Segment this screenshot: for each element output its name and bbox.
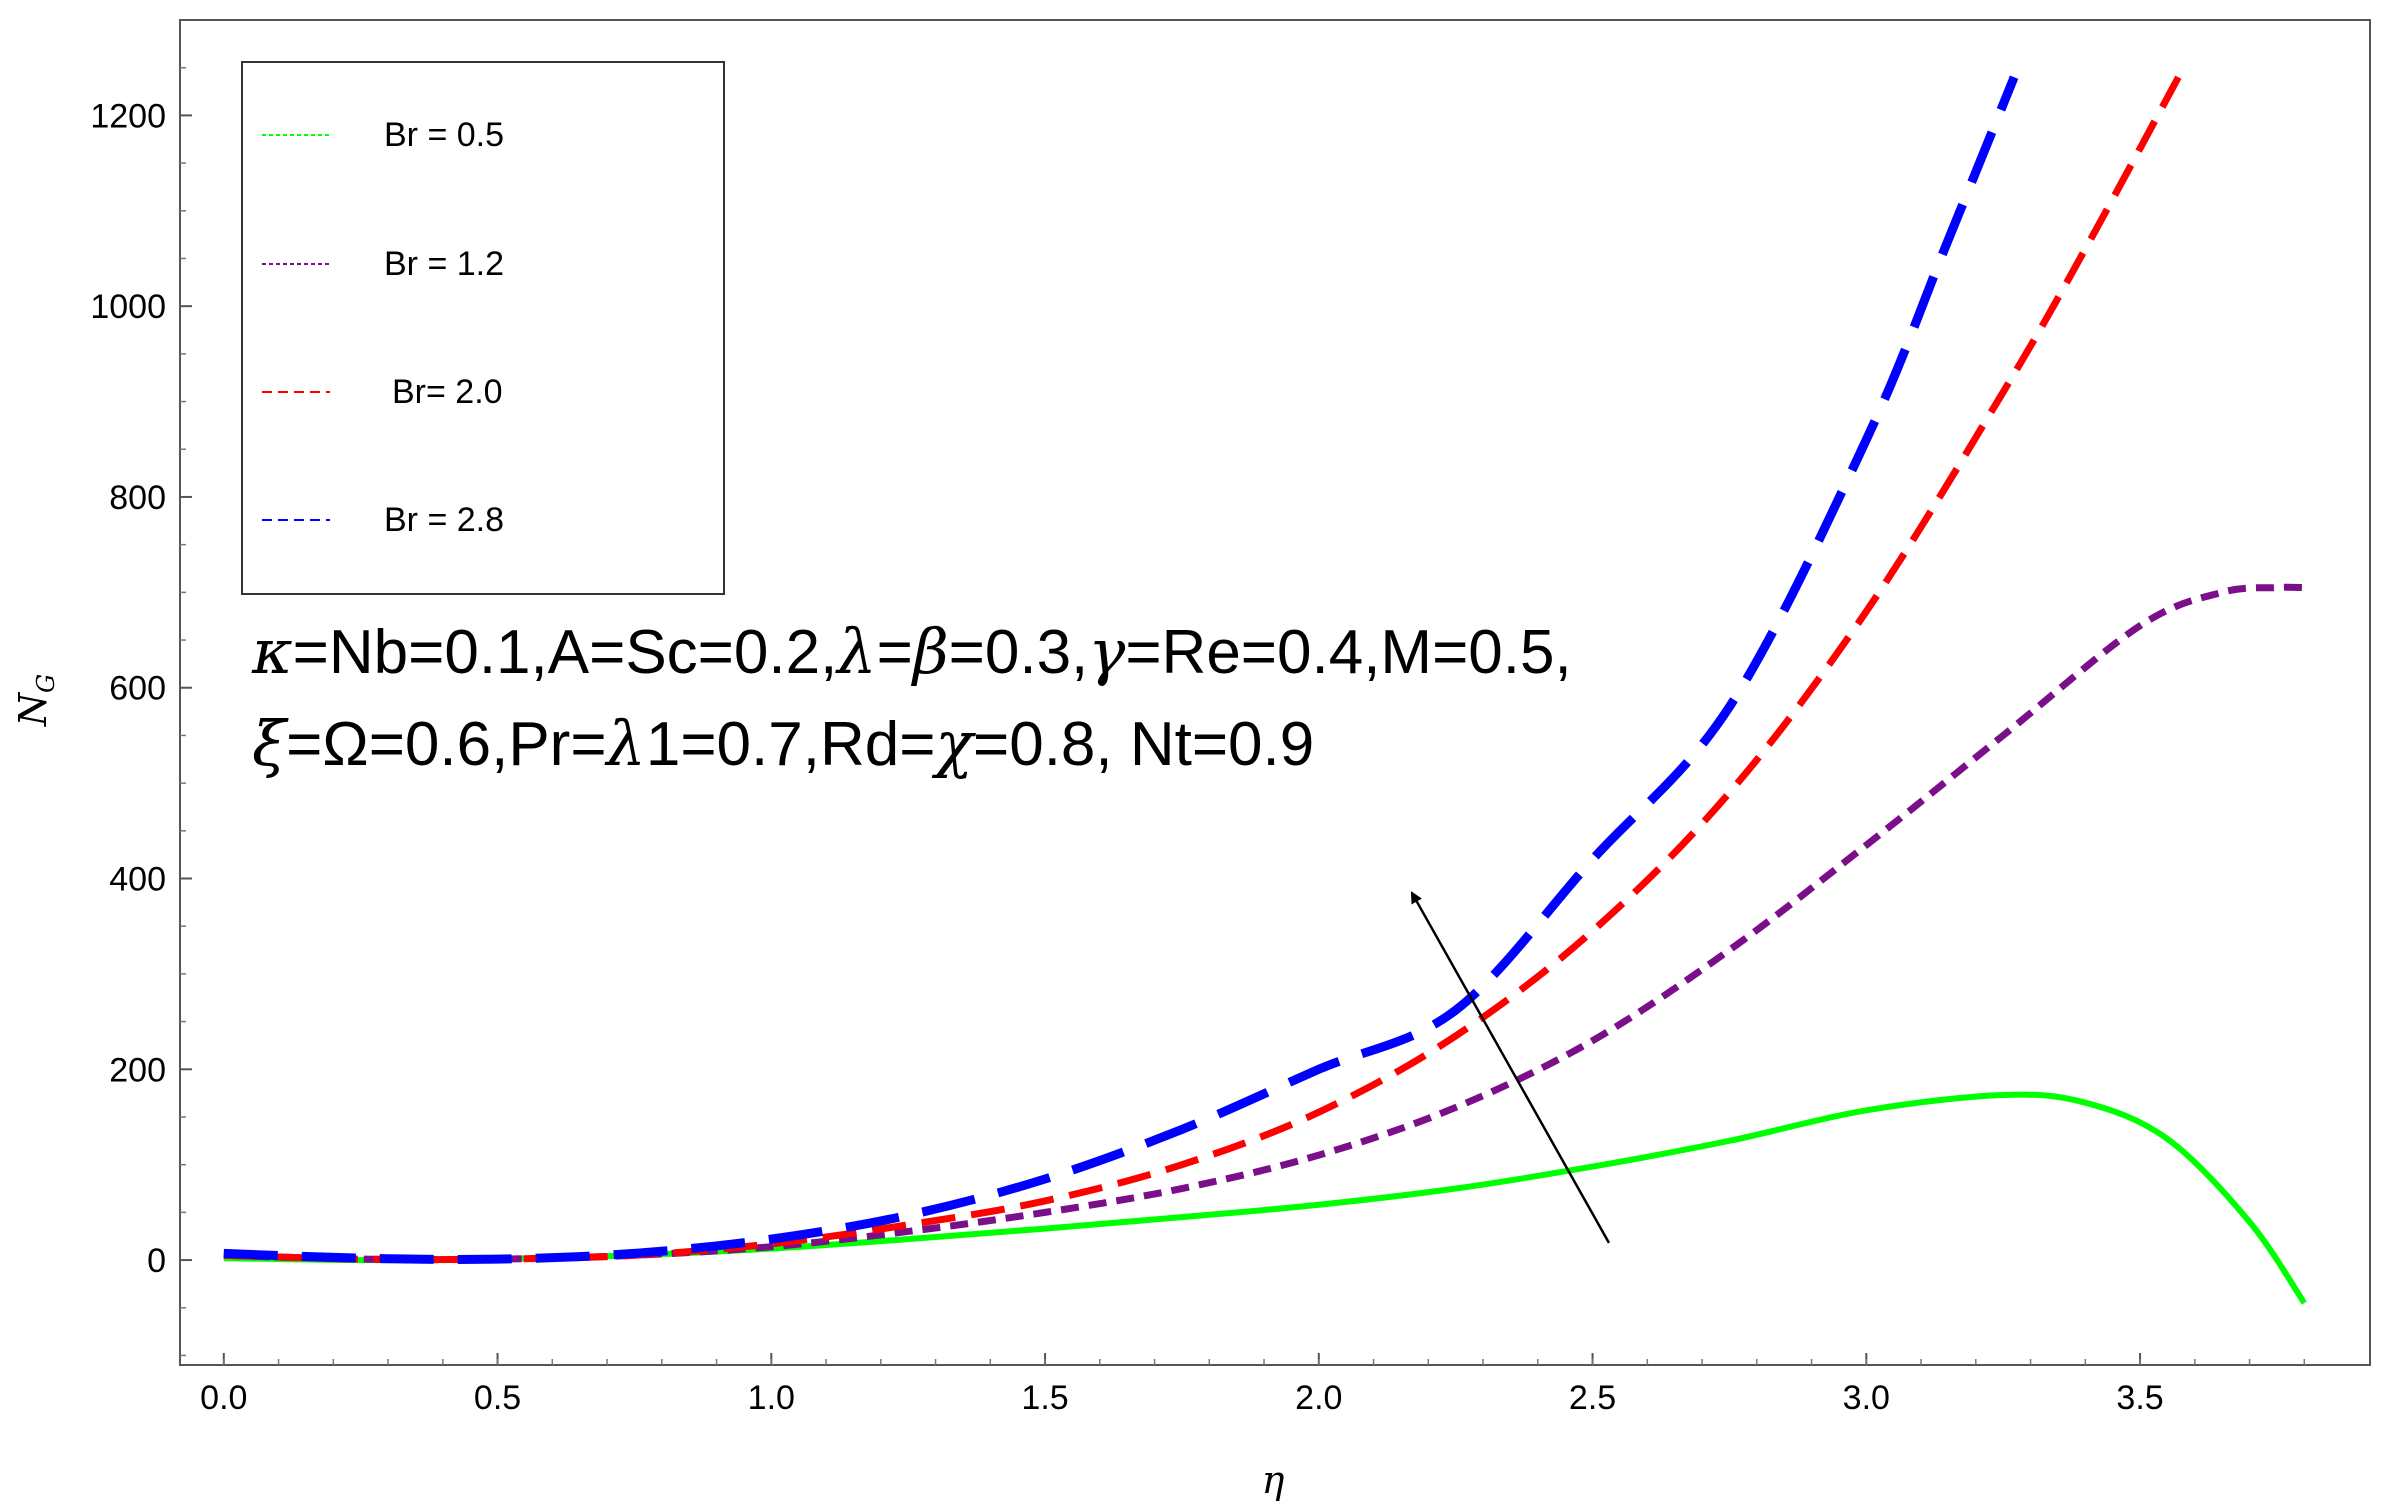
x-tick-label: 0.5 <box>474 1379 521 1417</box>
x-tick-label: 3.5 <box>2116 1379 2163 1417</box>
x-tick-label: 2.0 <box>1295 1379 1342 1417</box>
trend-arrow <box>1410 891 1611 1244</box>
annotation-line-2: ξ=Ω=0.6,Pr=λ1=0.7,Rd=χ=0.8, Nt=0.9 <box>252 707 1314 780</box>
x-tick-label: 2.5 <box>1569 1379 1616 1417</box>
series-layer <box>223 75 2307 1305</box>
x-axis-ticks: 0.0 0.5 1.0 1.5 2.0 2.5 3.0 3.5 <box>200 1353 2306 1417</box>
y-tick-label: 0 <box>147 1242 166 1280</box>
legend-box <box>241 61 725 595</box>
series-line-br=2.8 <box>223 75 2019 1264</box>
y-axis-ticks: 0 200 400 600 800 1000 1200 <box>90 66 192 1357</box>
y-tick-label: 200 <box>109 1051 166 1089</box>
x-tick-label: 0.0 <box>200 1379 247 1417</box>
x-axis-label: η <box>1262 1458 1285 1502</box>
legend-label-br-2.8: Br = 2.8 <box>384 501 504 539</box>
legend-label-br-2.0: Br= 2.0 <box>392 373 503 411</box>
x-tick-label: 1.0 <box>748 1379 795 1417</box>
annotation-line-1: κ=Nb=0.1,A=Sc=0.2,λ=β=0.3,γ=Re=0.4,M=0.5… <box>251 615 1572 688</box>
plot-frame <box>179 19 2371 1366</box>
legend-label-br-0.5: Br = 0.5 <box>384 116 504 154</box>
x-tick-label: 3.0 <box>1843 1379 1890 1417</box>
x-tick-label: 1.5 <box>1021 1379 1068 1417</box>
y-tick-label: 1000 <box>90 288 166 326</box>
series-line-br=2.0 <box>223 75 2182 1264</box>
legend-label-br-1.2: Br = 1.2 <box>384 245 504 283</box>
legend: Br = 0.5 Br = 1.2 Br= 2.0 Br = 2.8 <box>241 61 725 595</box>
y-tick-label: 400 <box>109 861 166 899</box>
y-tick-label: 1200 <box>90 97 166 135</box>
series-line-br=0.5 <box>223 1091 2307 1305</box>
series-line-br=1.2 <box>223 583 2305 1264</box>
y-tick-label: 800 <box>109 479 166 517</box>
y-axis-label: NG <box>11 674 60 727</box>
y-tick-label: 600 <box>109 670 166 708</box>
